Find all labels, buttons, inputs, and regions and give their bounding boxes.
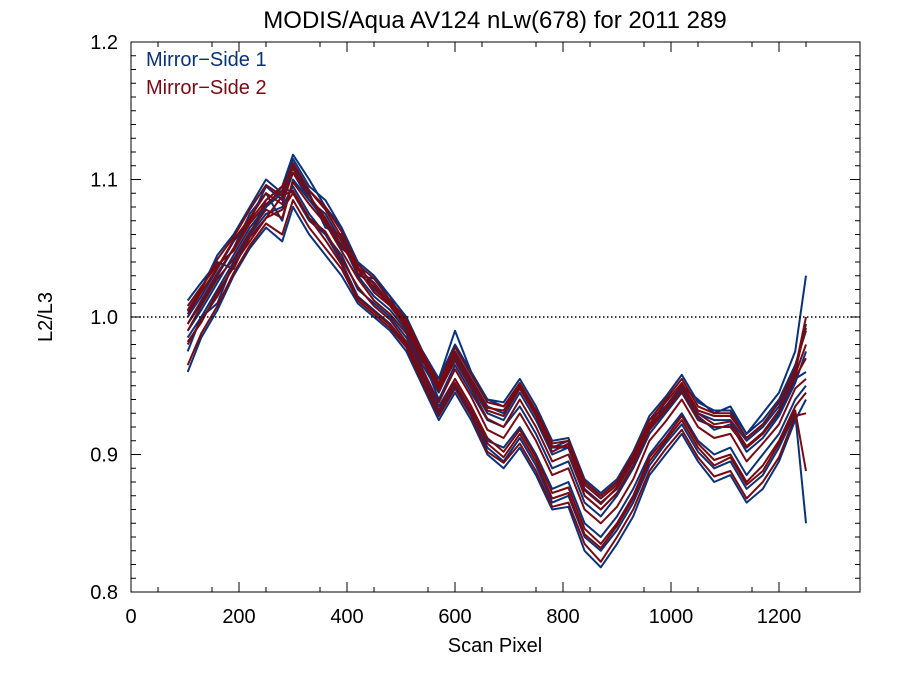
y-tick-label: 1.0 xyxy=(90,307,118,329)
axis-tick-labels: 0 200 400 600 800 1000 1200 0.8 0.9 1.0 1.1 1.2 xyxy=(90,32,801,628)
series-line-mirror-side-2 xyxy=(186,189,807,545)
axis-ticks xyxy=(130,41,860,593)
series-line-mirror-side-2 xyxy=(186,192,807,549)
series-layer xyxy=(186,153,807,569)
y-tick-label: 1.2 xyxy=(90,32,118,54)
x-tick-label: 200 xyxy=(222,606,255,628)
series-line-mirror-side-2 xyxy=(186,171,807,505)
x-tick-label: 0 xyxy=(125,606,136,628)
legend-entry-mirror-side-1: Mirror−Side 1 xyxy=(146,49,267,71)
x-axis-label: Scan Pixel xyxy=(448,635,543,657)
series-line-mirror-side-2 xyxy=(186,162,807,497)
series-line-mirror-side-1 xyxy=(186,206,807,569)
y-tick-label: 0.8 xyxy=(90,582,118,604)
y-axis-label: L2/L3 xyxy=(35,292,57,342)
x-tick-label: 1000 xyxy=(649,606,694,628)
x-tick-label: 400 xyxy=(330,606,363,628)
series-line-mirror-side-2 xyxy=(186,199,807,563)
x-tick-label: 800 xyxy=(546,606,579,628)
y-tick-label: 1.1 xyxy=(90,170,118,192)
x-tick-label: 600 xyxy=(438,606,471,628)
y-tick-label: 0.9 xyxy=(90,445,118,467)
legend: Mirror−Side 1 Mirror−Side 2 xyxy=(146,49,267,99)
x-tick-label: 1200 xyxy=(757,606,802,628)
legend-entry-mirror-side-2: Mirror−Side 2 xyxy=(146,77,267,99)
chart-title: MODIS/Aqua AV124 nLw(678) for 2011 289 xyxy=(263,7,726,34)
